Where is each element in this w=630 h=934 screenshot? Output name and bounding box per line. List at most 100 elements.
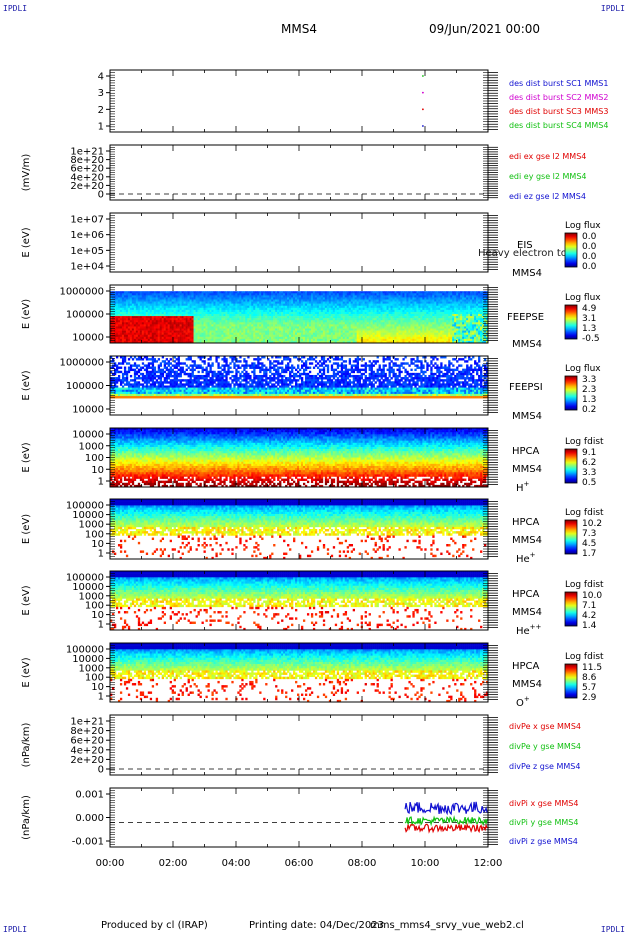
spectro-cell (151, 311, 155, 315)
spectro-cell (293, 340, 296, 344)
spectro-cell (376, 338, 379, 342)
spectro-cell (273, 297, 276, 300)
spectro-cell (207, 295, 210, 298)
spectro-cell (330, 332, 334, 336)
spectro-cell (110, 318, 113, 321)
spectro-cell (320, 318, 324, 321)
spectro-cell (462, 330, 465, 333)
spectro-cell (125, 326, 129, 329)
spectro-cell (223, 338, 226, 342)
spectro-cell (448, 311, 451, 315)
spectro-cell (287, 291, 290, 294)
spectro-cell (223, 334, 226, 338)
spectro-cell (310, 330, 314, 333)
spectro-cell (129, 330, 133, 333)
spectro-cell (231, 330, 234, 333)
spectro-cell (342, 307, 346, 311)
spectro-cell (183, 340, 186, 344)
spectro-cell (332, 314, 336, 317)
spectro-cell (213, 320, 216, 323)
spectro-cell (205, 299, 208, 302)
spectro-cell (181, 314, 184, 317)
spectro-cell (380, 330, 383, 333)
spectro-cell (398, 299, 401, 302)
spectro-cell (129, 314, 133, 317)
spectro-cell (187, 328, 190, 331)
spectro-cell (300, 303, 304, 307)
spectro-cell (293, 291, 296, 294)
spectro-cell (310, 295, 314, 298)
spectro-cell (277, 301, 280, 304)
spectro-cell (271, 316, 274, 319)
spectro-cell (225, 320, 228, 323)
spectro-cell (237, 332, 240, 336)
spectro-cell (249, 334, 252, 338)
spectro-cell (253, 299, 256, 302)
spectro-cell (213, 305, 216, 309)
spectro-cell (293, 324, 296, 327)
spectro-cell (197, 316, 200, 319)
spectro-cell (456, 314, 459, 317)
spectro-cell (245, 307, 248, 311)
spectro-cell (143, 311, 147, 315)
spectro-cell (199, 328, 202, 331)
spectro-cell (185, 326, 188, 329)
spectro-cell (448, 316, 451, 319)
spectro-cell (295, 293, 298, 296)
spectro-cell (448, 291, 451, 294)
spectro-cell (227, 340, 230, 344)
spectro-cell (380, 291, 383, 294)
spectro-cell (436, 334, 439, 338)
spectro-cell (428, 316, 431, 319)
spectro-cell (131, 320, 135, 323)
spectro-cell (378, 326, 381, 329)
spectro-cell (209, 314, 212, 317)
spectro-cell (458, 340, 461, 344)
spectro-cell (304, 316, 308, 319)
spectro-cell (410, 293, 413, 296)
spectro-cell (275, 326, 278, 329)
spectro-cell (332, 320, 336, 323)
page-date: 09/Jun/2021 00:00 (429, 22, 540, 36)
spectro-cell (370, 295, 373, 298)
spectro-cell (346, 301, 350, 304)
spectro-cell (308, 332, 312, 336)
spectro-cell (372, 311, 375, 315)
spectro-cell (215, 305, 218, 309)
spectro-cell (273, 299, 276, 302)
spectro-cell (446, 328, 449, 331)
spectro-cell (350, 293, 354, 296)
spectro-cell (163, 307, 167, 311)
spectro-cell (320, 314, 324, 317)
spectro-cell (380, 299, 383, 302)
spectro-cell (273, 328, 276, 331)
spectro-cell (155, 293, 159, 296)
spectro-cell (233, 291, 236, 294)
spectro-cell (161, 318, 165, 321)
spectro-cell (171, 316, 174, 319)
spectro-cell (259, 338, 262, 342)
spectro-cell (261, 311, 264, 315)
spectro-cell (175, 328, 178, 331)
spectro-cell (110, 311, 113, 315)
spectro-cell (322, 301, 326, 304)
spectro-cell (394, 326, 397, 329)
spectro-cell (273, 320, 276, 323)
spectro-cell (291, 334, 294, 338)
spectro-cell (173, 332, 176, 336)
spectro-cell (163, 293, 167, 296)
spectro-cell (179, 336, 182, 340)
spectro-cell (342, 324, 346, 327)
spectro-cell (350, 330, 354, 333)
spectro-cell (225, 316, 228, 319)
spectro-cell (221, 328, 224, 331)
spectro-cell (279, 311, 282, 315)
spectro-cell (285, 328, 288, 331)
spectro-cell (229, 311, 232, 315)
spectro-cell (454, 318, 457, 321)
spectro-cell (300, 305, 304, 309)
spectro-cell (171, 318, 174, 321)
spectro-cell (330, 336, 334, 340)
spectro-cell (408, 328, 411, 331)
spectro-cell (221, 305, 224, 309)
